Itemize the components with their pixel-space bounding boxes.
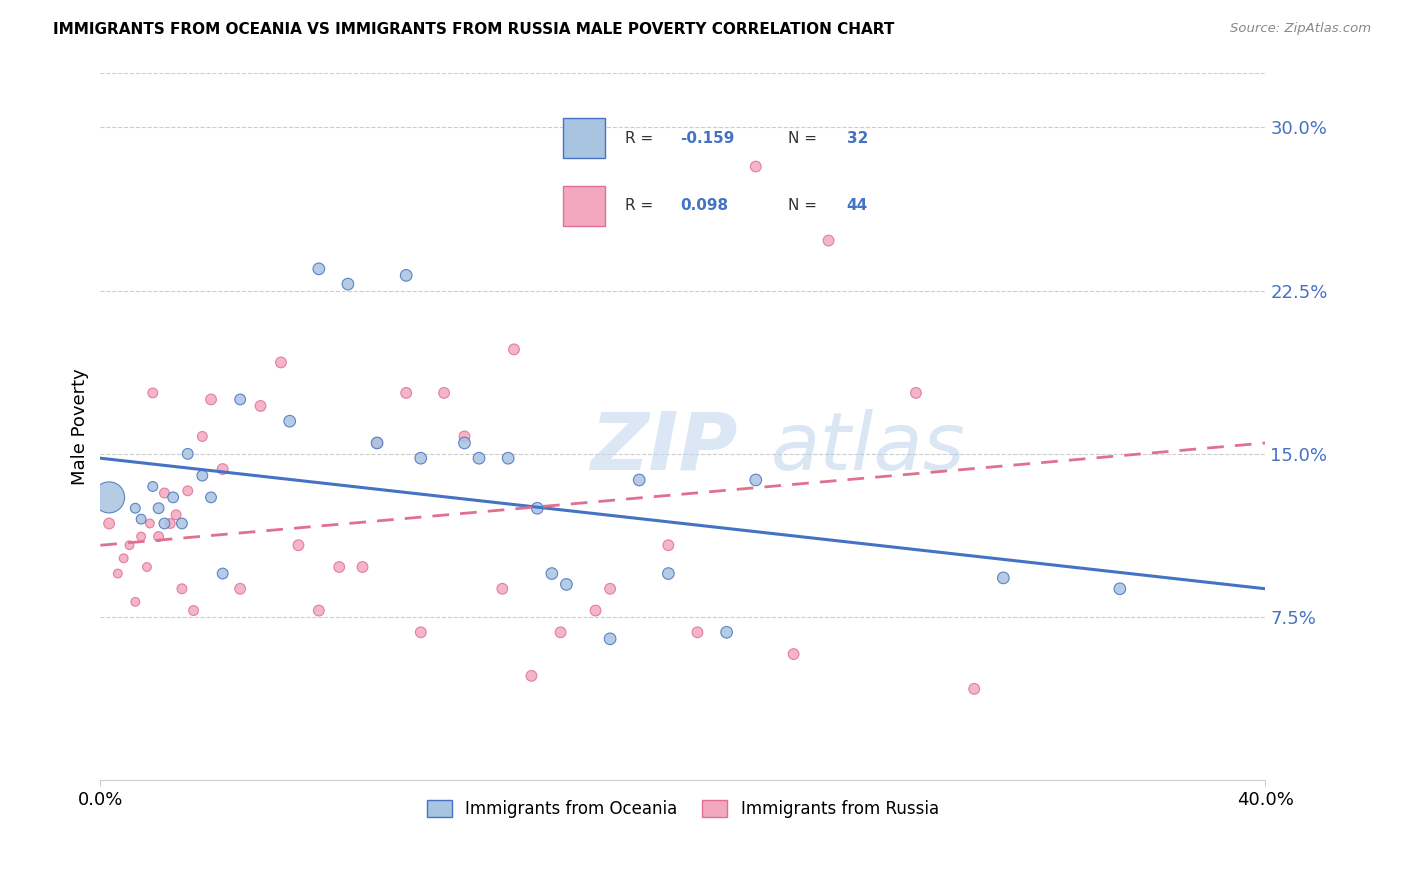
Point (270, 355, 292, 369)
Point (657, 566, 679, 581)
Point (366, 436, 388, 450)
Point (191, 468, 214, 483)
Point (124, 501, 146, 516)
Point (745, 473, 768, 487)
Point (183, 603, 205, 617)
Point (177, 483, 200, 498)
Point (599, 632, 621, 646)
Point (118, 538, 141, 552)
Point (211, 566, 233, 581)
Point (170, 516, 193, 531)
Point (409, 625, 432, 640)
Text: atlas: atlas (770, 409, 965, 487)
Point (491, 582, 513, 596)
Point (395, 385, 418, 400)
Point (229, 392, 252, 407)
Point (148, 501, 170, 516)
Point (366, 436, 388, 450)
Point (191, 429, 214, 443)
Point (686, 625, 709, 640)
Point (112, 551, 135, 566)
Point (148, 530, 170, 544)
Point (817, 234, 839, 248)
Point (165, 508, 187, 522)
Point (308, 603, 330, 617)
Point (453, 429, 475, 443)
Point (159, 516, 181, 531)
Point (200, 491, 222, 505)
Point (433, 385, 456, 400)
Point (107, 566, 129, 581)
Point (136, 560, 159, 574)
Point (124, 595, 146, 609)
Point (142, 385, 165, 400)
Point (526, 501, 548, 516)
Point (249, 399, 271, 413)
Point (200, 392, 222, 407)
Point (153, 516, 176, 531)
Point (782, 647, 804, 661)
Point (287, 538, 309, 552)
Point (129, 530, 152, 544)
Point (352, 560, 374, 574)
Legend: Immigrants from Oceania, Immigrants from Russia: Immigrants from Oceania, Immigrants from… (420, 794, 946, 825)
Point (468, 451, 491, 466)
Point (550, 625, 572, 640)
Point (409, 451, 432, 466)
Text: ZIP: ZIP (589, 409, 737, 487)
Text: IMMIGRANTS FROM OCEANIA VS IMMIGRANTS FROM RUSSIA MALE POVERTY CORRELATION CHART: IMMIGRANTS FROM OCEANIA VS IMMIGRANTS FR… (53, 22, 894, 37)
Point (211, 462, 233, 476)
Point (395, 268, 418, 283)
Point (716, 625, 738, 640)
Point (177, 447, 200, 461)
Point (657, 538, 679, 552)
Point (599, 582, 621, 596)
Point (328, 560, 350, 574)
Point (904, 385, 927, 400)
Point (129, 512, 152, 526)
Point (963, 681, 986, 696)
Point (170, 582, 193, 596)
Point (496, 451, 519, 466)
Point (520, 669, 543, 683)
Point (628, 473, 651, 487)
Point (308, 261, 330, 276)
Point (540, 566, 562, 581)
Text: Source: ZipAtlas.com: Source: ZipAtlas.com (1230, 22, 1371, 36)
Point (153, 486, 176, 500)
Point (142, 479, 165, 493)
Point (993, 571, 1015, 585)
Point (98, 516, 121, 531)
Point (745, 160, 768, 174)
Point (229, 582, 252, 596)
Point (278, 414, 301, 428)
Point (336, 277, 359, 291)
Point (585, 603, 607, 617)
Y-axis label: Male Poverty: Male Poverty (72, 368, 89, 485)
Point (453, 436, 475, 450)
Point (139, 516, 162, 531)
Point (1108, 582, 1130, 596)
Point (555, 577, 578, 591)
Point (98, 491, 121, 505)
Point (162, 491, 184, 505)
Point (503, 343, 526, 357)
